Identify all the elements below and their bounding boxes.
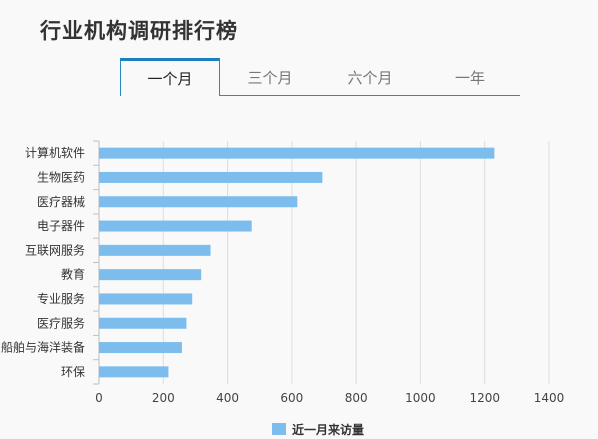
legend[interactable]: 近一月来访量 (272, 421, 364, 438)
bars (99, 147, 495, 378)
time-range-tabs: 一个月 三个月 六个月 一年 (120, 58, 520, 96)
legend-label: 近一月来访量 (292, 423, 365, 437)
tab-six-months[interactable]: 六个月 (347, 69, 393, 87)
bar[interactable] (99, 317, 187, 329)
category-label: 教育 (61, 267, 85, 282)
bar[interactable] (99, 366, 169, 378)
page-title: 行业机构调研排行榜 (40, 19, 238, 43)
bar[interactable] (99, 293, 193, 305)
x-tick-label: 1200 (469, 391, 500, 405)
x-tick-label: 0 (95, 391, 103, 405)
category-label: 生物医药 (37, 170, 85, 184)
x-tick-label: 800 (345, 391, 368, 405)
x-tick-label: 1400 (534, 391, 565, 405)
x-tick-label: 400 (216, 391, 239, 405)
tab-one-year[interactable]: 一年 (454, 69, 485, 87)
category-label: 互联网服务 (25, 242, 85, 257)
category-label: 医疗服务 (37, 315, 85, 330)
tab-one-month[interactable]: 一个月 (120, 58, 220, 96)
bar[interactable] (99, 342, 182, 354)
category-label: 电子器件 (37, 219, 85, 233)
category-label: 医疗器械 (37, 194, 85, 209)
x-tick-label: 1000 (405, 391, 436, 405)
category-label: 计算机软件 (25, 145, 85, 160)
category-label: 专业服务 (37, 291, 85, 306)
bar[interactable] (99, 171, 323, 183)
bar[interactable] (99, 196, 298, 208)
x-tick-label: 200 (152, 391, 175, 405)
bar[interactable] (99, 244, 211, 256)
bar[interactable] (99, 220, 252, 232)
category-label: 环保 (61, 365, 85, 379)
legend-swatch (272, 423, 286, 435)
category-label: 船舶与海洋装备 (1, 340, 85, 355)
tab-three-months[interactable]: 三个月 (247, 69, 293, 87)
bar[interactable] (99, 147, 495, 159)
x-axis-ticks: 0 200 400 600 800 1000 1200 1400 (95, 391, 564, 405)
x-tick-label: 600 (280, 391, 303, 405)
category-labels: 计算机软件生物医药医疗器械电子器件互联网服务教育专业服务医疗服务船舶与海洋装备环… (1, 145, 85, 379)
bar[interactable] (99, 269, 202, 281)
